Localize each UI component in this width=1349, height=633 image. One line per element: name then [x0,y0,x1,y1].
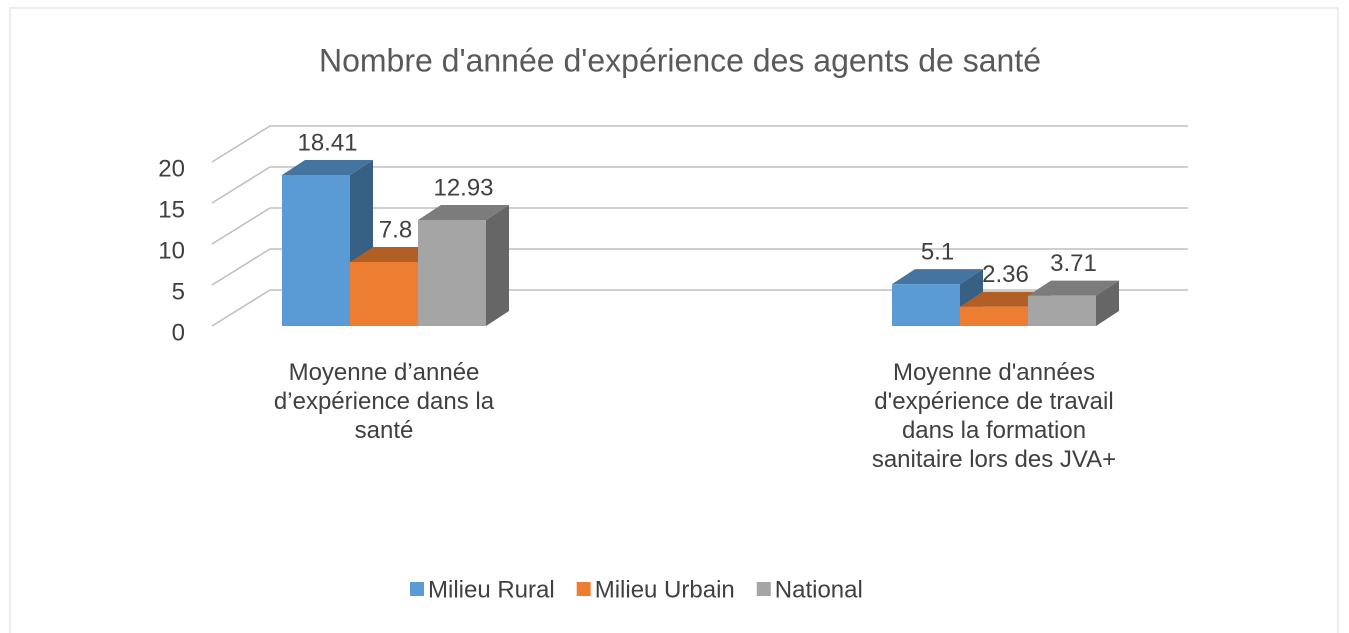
legend-swatch [756,582,771,596]
bar-side [486,204,509,326]
data-label: 12.93 [433,174,493,201]
data-label: 18.41 [297,129,357,156]
grid-line [211,248,1188,286]
bar-front [892,284,960,326]
x-tick-label: Moyenne d’année d’expérience dans la san… [273,359,495,444]
bar-front [350,262,418,326]
data-label: 3.71 [1050,250,1097,277]
bar [1028,280,1119,326]
bar-top [418,204,509,220]
data-label: 2.36 [982,261,1029,288]
bar-front [960,306,1028,326]
y-tick-label: 20 [158,155,185,182]
bar-front [418,219,486,326]
data-label: 5.1 [921,239,954,266]
y-tick-label: 0 [172,319,185,346]
bar-top [1028,280,1119,296]
grid-line [211,207,1188,245]
grid-line [211,289,1188,327]
y-tick-label: 10 [158,237,185,264]
bar-front [282,175,350,326]
bar-front [1028,295,1096,326]
legend-swatch [576,582,591,596]
legend-label: Milieu Urbain [595,576,735,603]
legend-label: National [775,576,863,603]
y-tick-label: 5 [172,278,185,305]
y-tick-label: 15 [158,196,185,223]
chart-title: Nombre d'année d'expérience des agents d… [319,42,1041,78]
chart-border [9,7,1339,633]
grid-line [211,166,1188,204]
bar [418,204,509,326]
x-tick-label: Moyenne d'années d'expérience de travail… [871,359,1117,473]
legend-swatch [410,582,424,596]
bar-top [282,160,373,176]
bar-side [1096,280,1119,326]
grid-line [211,125,1188,163]
data-label: 7.8 [379,216,412,243]
bar-top [892,269,983,285]
legend-label: Milieu Rural [428,576,555,603]
